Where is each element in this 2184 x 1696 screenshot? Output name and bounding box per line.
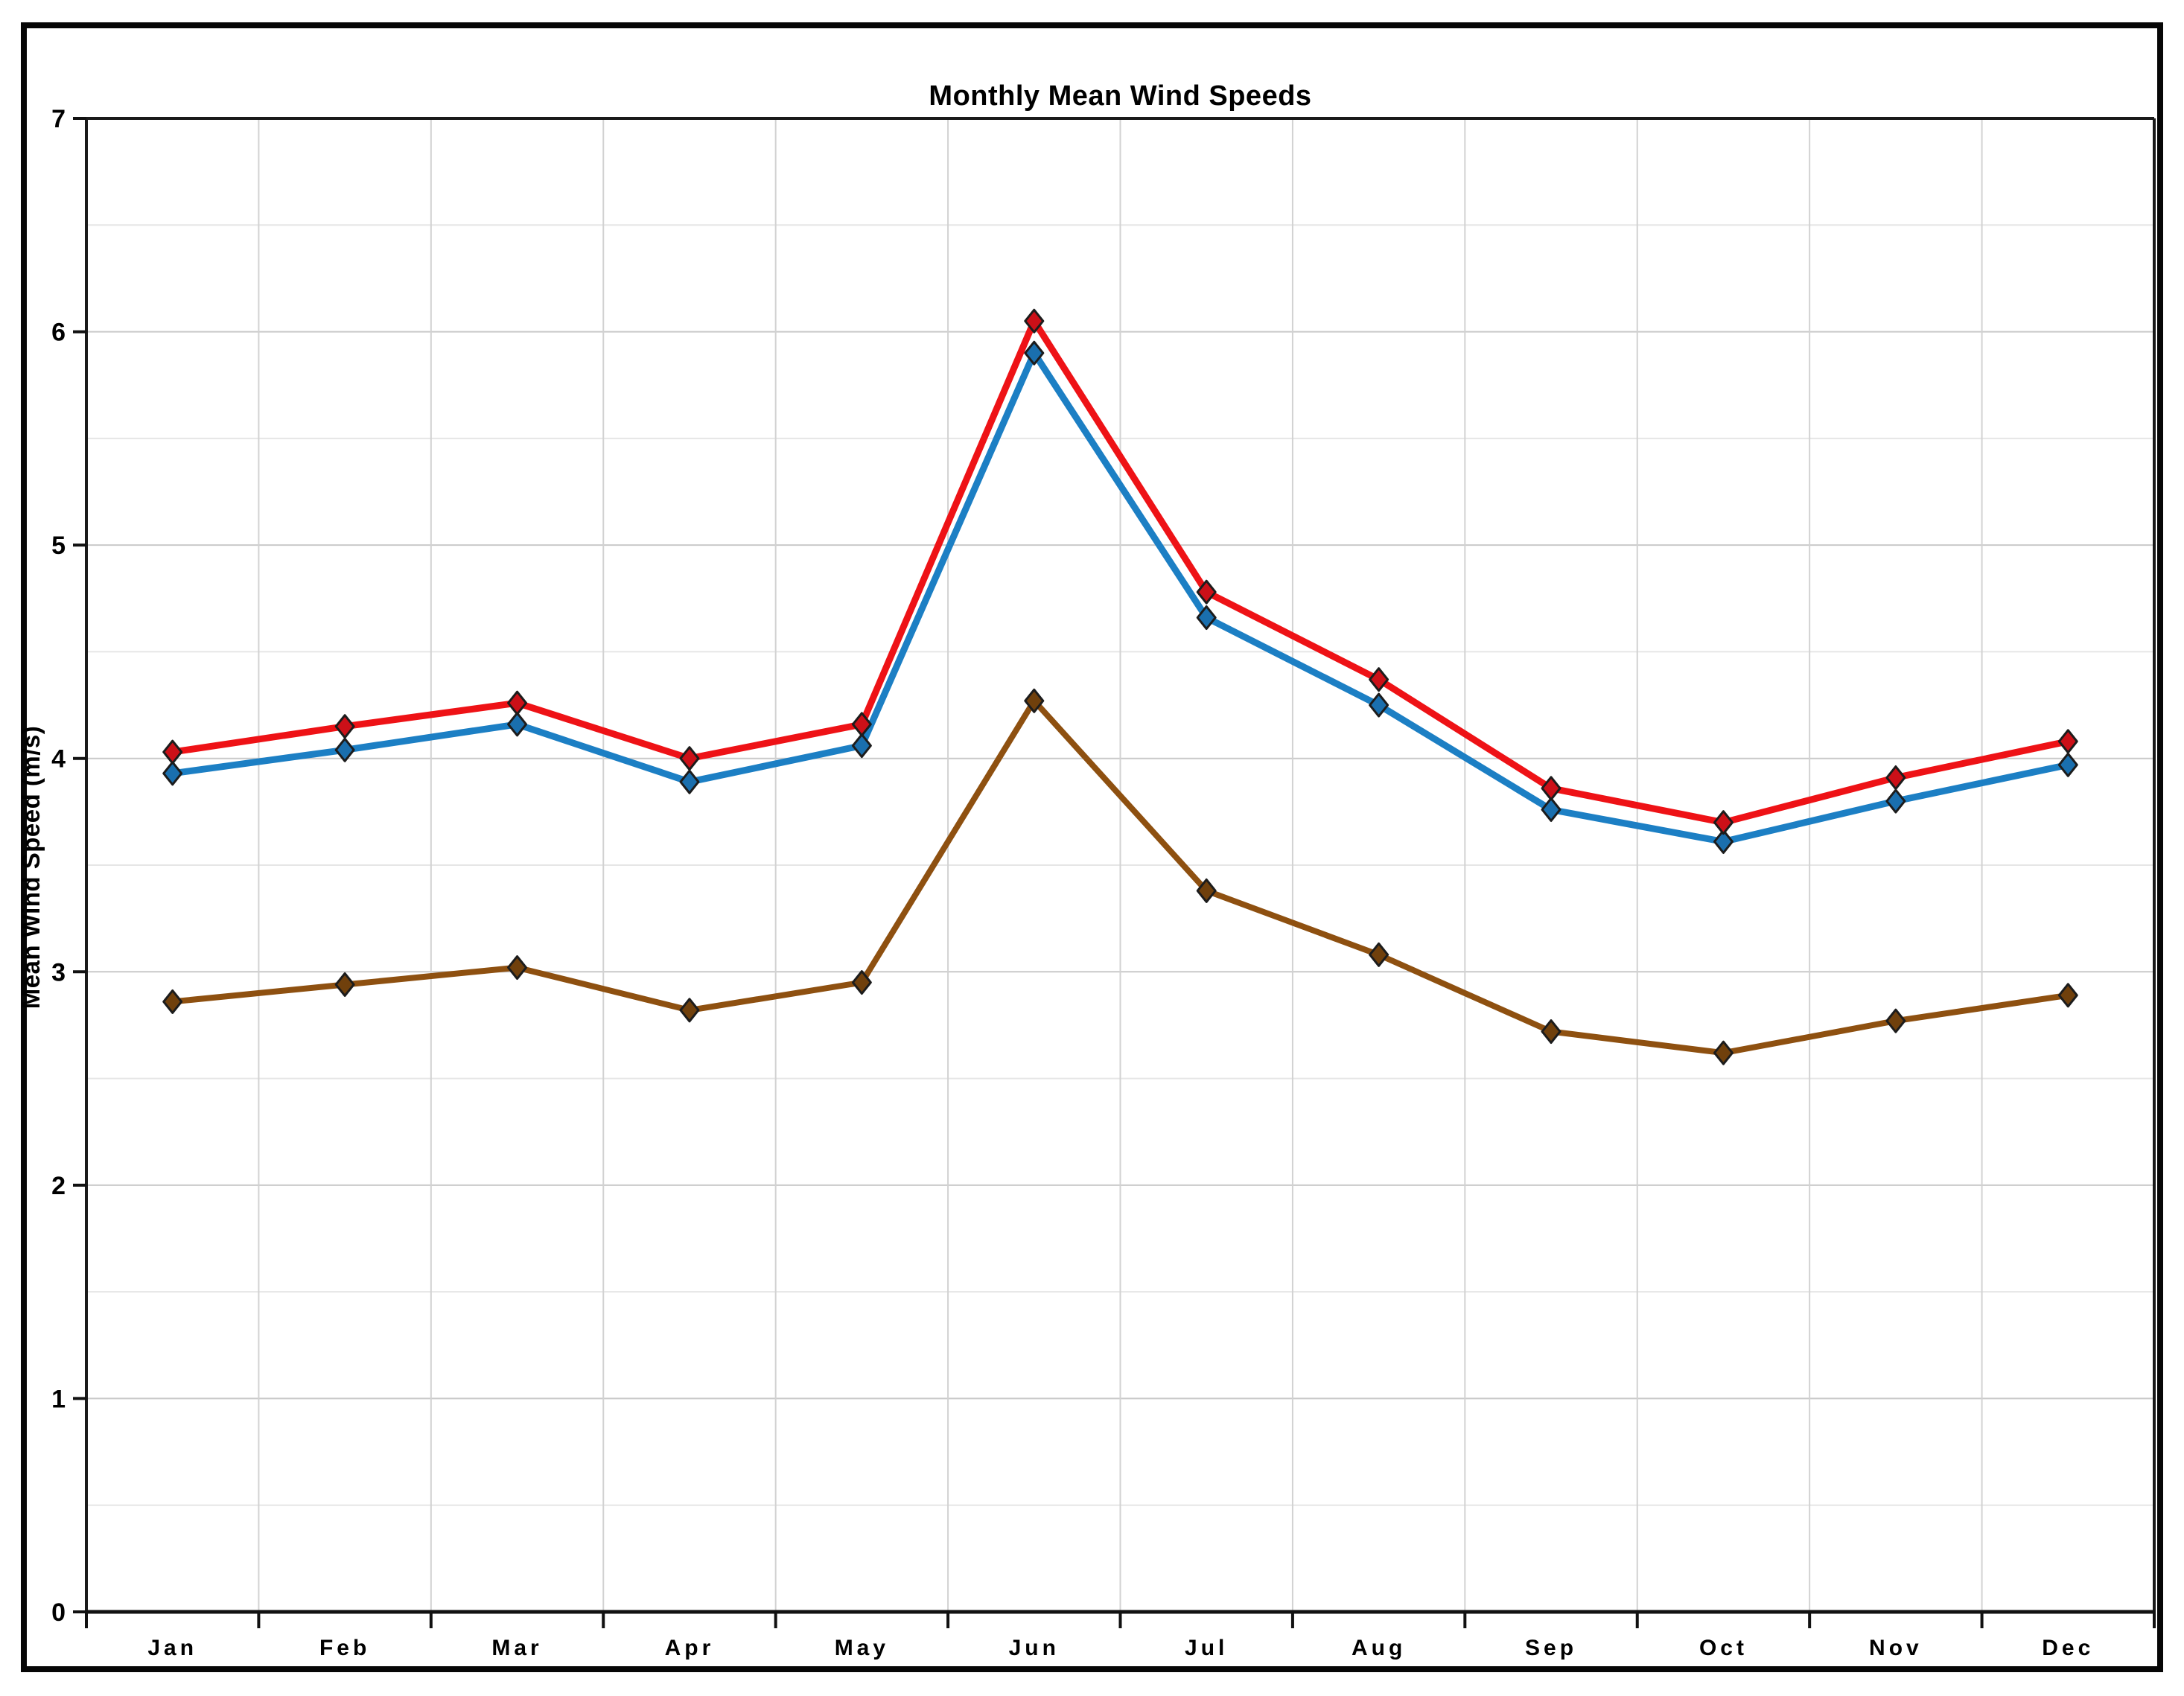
series-red-marker-feb bbox=[334, 714, 355, 739]
series-red-marker-mar bbox=[507, 690, 528, 715]
y-tick-label: 6 bbox=[51, 319, 66, 347]
series-red-marker-jul bbox=[1196, 579, 1217, 605]
series-red-marker-jan bbox=[162, 739, 183, 765]
y-tick-label: 0 bbox=[51, 1598, 66, 1627]
series-brown-marker-apr bbox=[679, 998, 700, 1023]
series-blue-marker-jul bbox=[1196, 605, 1217, 631]
y-tick-label: 7 bbox=[51, 105, 66, 133]
series-red-marker-oct bbox=[1713, 810, 1733, 835]
x-tick-label-aug: Aug bbox=[1352, 1636, 1406, 1660]
series-red-marker-sep bbox=[1541, 776, 1561, 801]
series-red-marker-aug bbox=[1369, 667, 1389, 692]
series-blue-marker-may bbox=[851, 733, 872, 759]
series-blue-marker-apr bbox=[679, 769, 700, 794]
series-brown-marker-feb bbox=[334, 972, 355, 997]
series-brown-marker-aug bbox=[1369, 942, 1389, 967]
series-blue-marker-mar bbox=[507, 712, 528, 737]
x-tick-label-jul: Jul bbox=[1185, 1636, 1228, 1660]
series-blue-marker-feb bbox=[334, 737, 355, 762]
chart-title: Monthly Mean Wind Speeds bbox=[929, 80, 1312, 112]
x-tick-label-jan: Jan bbox=[147, 1636, 197, 1660]
y-tick-label: 2 bbox=[51, 1172, 66, 1200]
series-brown-marker-may bbox=[851, 970, 872, 995]
y-tick-label: 5 bbox=[51, 532, 66, 560]
x-tick-label-feb: Feb bbox=[319, 1636, 370, 1660]
series-blue-marker-sep bbox=[1541, 797, 1561, 822]
series-red-line bbox=[169, 317, 2072, 826]
series-brown-marker-nov bbox=[1885, 1008, 1906, 1033]
outer-frame bbox=[21, 22, 2163, 1672]
series-brown-line bbox=[169, 698, 2072, 1056]
series-blue-marker-oct bbox=[1713, 829, 1733, 854]
x-tick-label-may: May bbox=[835, 1636, 889, 1660]
series-brown-marker-jan bbox=[162, 989, 183, 1014]
series-blue-marker-nov bbox=[1885, 788, 1906, 814]
x-tick-label-jun: Jun bbox=[1009, 1636, 1060, 1660]
x-tick-label-mar: Mar bbox=[491, 1636, 542, 1660]
series-blue-marker-dec bbox=[2057, 752, 2078, 777]
series-brown-marker-dec bbox=[2057, 983, 2078, 1008]
series-blue-line bbox=[169, 349, 2072, 845]
x-tick-label-sep: Sep bbox=[1525, 1636, 1577, 1660]
series-red-marker-may bbox=[851, 712, 872, 737]
x-tick-label-apr: Apr bbox=[665, 1636, 715, 1660]
y-tick-label: 1 bbox=[51, 1385, 66, 1413]
series-brown-marker-oct bbox=[1713, 1040, 1733, 1065]
series-red-marker-nov bbox=[1885, 765, 1906, 791]
series-brown-marker-jul bbox=[1196, 878, 1217, 903]
y-tick-label: 3 bbox=[51, 958, 66, 986]
series-red-marker-apr bbox=[679, 746, 700, 771]
x-tick-label-dec: Dec bbox=[2042, 1636, 2094, 1660]
series-red-marker-jun bbox=[1024, 308, 1045, 334]
series-blue-marker-aug bbox=[1369, 692, 1389, 718]
series-brown-marker-jun bbox=[1024, 688, 1045, 713]
series-red-marker-dec bbox=[2057, 729, 2078, 754]
series-brown-marker-sep bbox=[1541, 1019, 1561, 1045]
series-blue-marker-jun bbox=[1024, 340, 1045, 366]
series-blue-marker-jan bbox=[162, 761, 183, 786]
x-tick-label-nov: Nov bbox=[1869, 1636, 1923, 1660]
series-brown-marker-mar bbox=[507, 955, 528, 981]
x-tick-label-oct: Oct bbox=[1699, 1636, 1748, 1660]
y-tick-label: 4 bbox=[51, 745, 66, 774]
